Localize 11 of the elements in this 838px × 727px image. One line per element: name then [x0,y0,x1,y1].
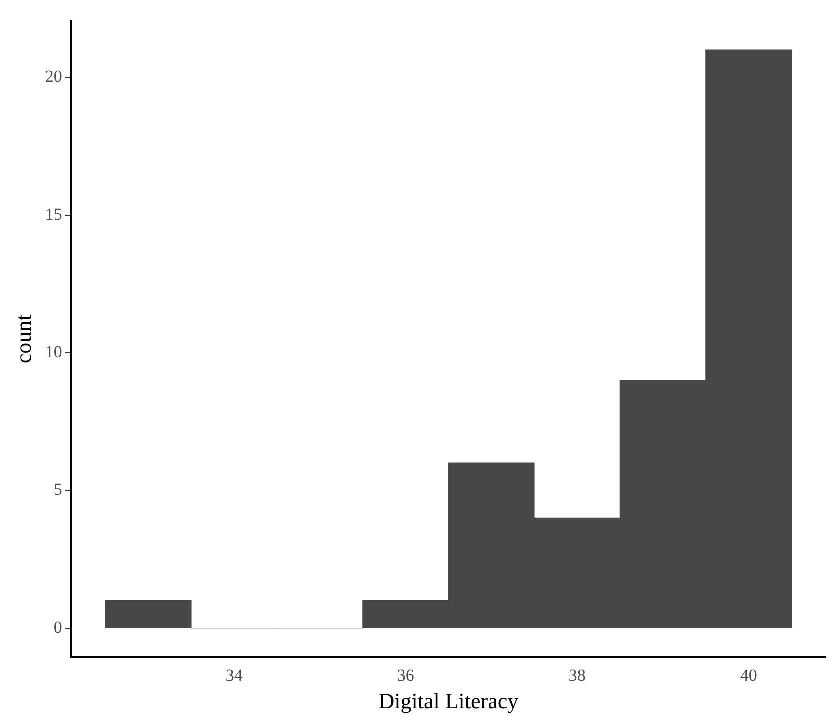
x-tick-label: 34 [226,666,244,685]
x-tick-label: 40 [740,666,758,685]
x-axis-title: Digital Literacy [378,688,519,714]
y-tick-label: 5 [54,480,62,500]
y-tick-label: 20 [45,67,62,86]
y-tick-label: 15 [45,204,62,224]
x-tick-label: 38 [568,666,586,685]
x-tick-label: 36 [397,666,414,685]
y-tick-label: 0 [54,618,62,637]
y-tick-label: 10 [45,342,62,362]
y-axis-title: count [10,314,36,364]
